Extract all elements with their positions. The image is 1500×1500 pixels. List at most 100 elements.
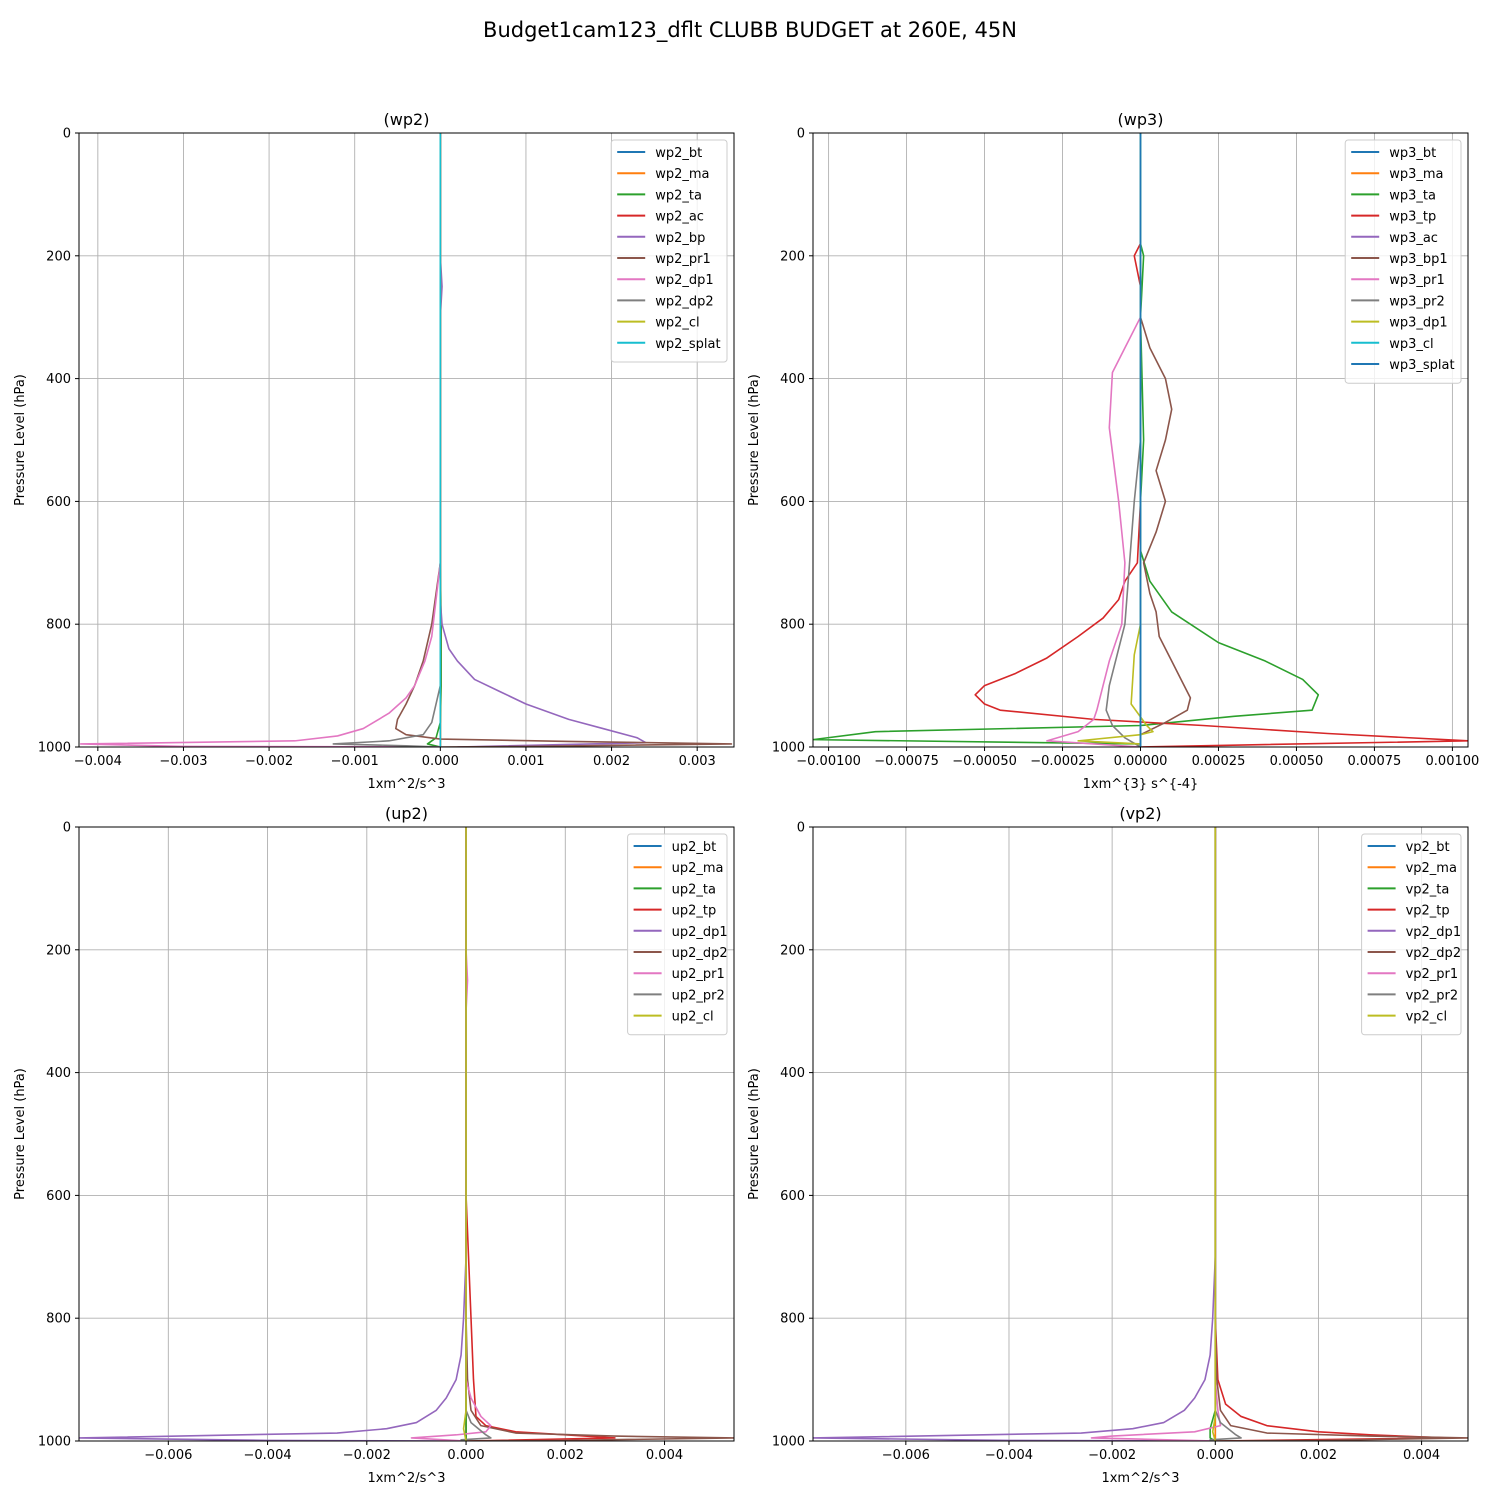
legend-label: up2_dp2 xyxy=(672,946,728,961)
x-tick-label: 0.000 xyxy=(447,1448,484,1463)
y-tick-label: 800 xyxy=(46,618,71,633)
legend-label: wp3_ac xyxy=(1389,231,1438,246)
x-tick-label: −0.004 xyxy=(74,754,122,769)
y-tick-label: 0 xyxy=(63,127,71,142)
legend: up2_bt up2_ma up2_ta up2_tp up2_dp1 up2_dp2up… xyxy=(627,833,728,1036)
legend-label: wp2_cl xyxy=(655,316,699,331)
x-tick-label: −0.00025 xyxy=(1030,754,1095,769)
y-axis-label: Pressure Level (hPa) xyxy=(13,1068,28,1200)
y-axis-label: Pressure Level (hPa) xyxy=(747,1068,762,1200)
y-tick-label: 400 xyxy=(46,372,71,387)
x-tick-label: −0.006 xyxy=(144,1448,192,1463)
y-tick-label: 0 xyxy=(797,127,805,142)
legend-label: vp2_pr2 xyxy=(1406,988,1459,1003)
y-tick-label: 200 xyxy=(780,943,805,958)
x-tick-label: −0.004 xyxy=(244,1448,292,1463)
x-tick-label: −0.001 xyxy=(331,754,379,769)
y-tick-label: 600 xyxy=(46,495,71,510)
series-line-wp3_bp1 xyxy=(1139,133,1192,747)
series-line-vp2_dp1 xyxy=(813,827,1217,1441)
series-line-up2_pr1 xyxy=(410,827,492,1441)
panel-1: −0.00100 −0.00075 −0.00050 −0.00025 0.00000 0… xyxy=(747,110,1479,792)
series-line-wp3_pr2 xyxy=(1105,133,1142,747)
legend-label: wp2_bp xyxy=(655,231,705,246)
panel-title: (wp3) xyxy=(1118,110,1164,129)
legend-label: wp2_ac xyxy=(655,210,704,225)
legend-label: wp2_pr1 xyxy=(655,252,711,267)
y-tick-label: 1000 xyxy=(38,741,71,756)
series-group xyxy=(79,133,733,747)
panel-0: −0.004 −0.003 −0.002 −0.001 0.000 0.001 0.002 0… xyxy=(13,110,735,792)
legend-label: vp2_tp xyxy=(1406,904,1450,919)
x-tick-label: 0.002 xyxy=(593,754,630,769)
y-tick-label: 0 xyxy=(797,821,805,836)
series-line-wp2_pr1 xyxy=(394,133,733,747)
x-tick-label: −0.002 xyxy=(245,754,293,769)
x-tick-label: −0.002 xyxy=(343,1448,391,1463)
x-tick-label: 0.000 xyxy=(422,754,459,769)
legend-label: wp3_splat xyxy=(1389,358,1454,373)
legend-label: wp3_dp1 xyxy=(1389,316,1447,331)
y-tick-label: 0 xyxy=(63,821,71,836)
legend-label: wp3_pr2 xyxy=(1389,294,1445,309)
y-tick-label: 400 xyxy=(780,1066,805,1081)
y-tick-label: 200 xyxy=(46,249,71,264)
y-tick-label: 600 xyxy=(46,1189,71,1204)
legend-label: wp3_bp1 xyxy=(1389,252,1447,267)
x-tick-label: −0.002 xyxy=(1088,1448,1136,1463)
x-tick-label: −0.003 xyxy=(159,754,207,769)
x-axis-label: 1xm^2/s^3 xyxy=(1101,1471,1179,1486)
legend-label: up2_pr2 xyxy=(672,988,725,1003)
panels-container: −0.004 −0.003 −0.002 −0.001 0.000 0.001 0.002 0… xyxy=(13,110,1479,1486)
legend-label: wp3_cl xyxy=(1389,337,1433,352)
legend-box xyxy=(627,833,728,1036)
series-line-wp2_dp1 xyxy=(79,133,442,747)
panel-3: −0.006 −0.004 −0.002 0.000 0.002 0.004 0 200 400… xyxy=(747,804,1469,1486)
legend-label: vp2_cl xyxy=(1406,1010,1447,1025)
panel-title: (wp2) xyxy=(384,110,430,129)
legend-label: wp2_ma xyxy=(655,167,709,182)
x-tick-label: 0.00025 xyxy=(1192,754,1246,769)
x-tick-label: 0.00100 xyxy=(1426,754,1480,769)
legend-label: wp3_ma xyxy=(1389,167,1443,182)
x-tick-label: −0.00100 xyxy=(796,754,861,769)
legend-label: vp2_ta xyxy=(1406,882,1450,897)
legend-label: vp2_dp1 xyxy=(1406,925,1462,940)
y-axis-label: Pressure Level (hPa) xyxy=(13,374,28,506)
legend-label: wp3_ta xyxy=(1389,188,1436,203)
legend-label: vp2_bt xyxy=(1406,840,1450,855)
series-group xyxy=(813,133,1468,747)
panel-2: −0.006 −0.004 −0.002 0.000 0.002 0.004 0 200 400… xyxy=(13,804,735,1486)
legend-label: up2_bt xyxy=(672,840,717,855)
plot-frame xyxy=(78,826,735,1442)
y-tick-label: 600 xyxy=(780,495,805,510)
y-tick-label: 400 xyxy=(46,1066,71,1081)
x-tick-label: 0.00075 xyxy=(1348,754,1402,769)
legend: wp2_bt wp2_ma wp2_ta wp2_ac wp2_bp wp2_pr1 wp2… xyxy=(610,139,728,363)
x-tick-label: −0.006 xyxy=(882,1448,930,1463)
x-tick-label: 0.001 xyxy=(507,754,544,769)
series-group xyxy=(79,827,734,1441)
legend-label: up2_pr1 xyxy=(672,967,725,982)
plot-frame xyxy=(78,132,735,748)
plot-frame xyxy=(812,826,1469,1442)
x-tick-label: 0.003 xyxy=(679,754,716,769)
legend-label: vp2_pr1 xyxy=(1406,967,1459,982)
panel-title: (up2) xyxy=(385,804,428,823)
x-tick-label: 0.000 xyxy=(1197,1448,1234,1463)
legend-label: wp2_dp2 xyxy=(655,294,713,309)
x-axis-label: 1xm^2/s^3 xyxy=(367,1471,445,1486)
x-tick-label: 0.002 xyxy=(547,1448,584,1463)
series-line-wp2_dp2 xyxy=(332,133,442,747)
panel-title: (vp2) xyxy=(1119,804,1161,823)
legend-box xyxy=(610,139,728,363)
legend: wp3_bt wp3_ma wp3_ta wp3_tp wp3_ac wp3_bp1 wp3… xyxy=(1344,139,1462,384)
legend-label: wp3_bt xyxy=(1389,146,1436,161)
legend: vp2_bt vp2_ma vp2_ta vp2_tp vp2_dp1 vp2_dp2vp… xyxy=(1361,833,1462,1036)
x-tick-label: 0.004 xyxy=(646,1448,683,1463)
figure-title: Budget1cam123_dflt CLUBB BUDGET at 260E,… xyxy=(483,18,1017,43)
series-group xyxy=(813,827,1468,1441)
legend-box xyxy=(1361,833,1462,1036)
legend-label: up2_cl xyxy=(672,1010,714,1025)
